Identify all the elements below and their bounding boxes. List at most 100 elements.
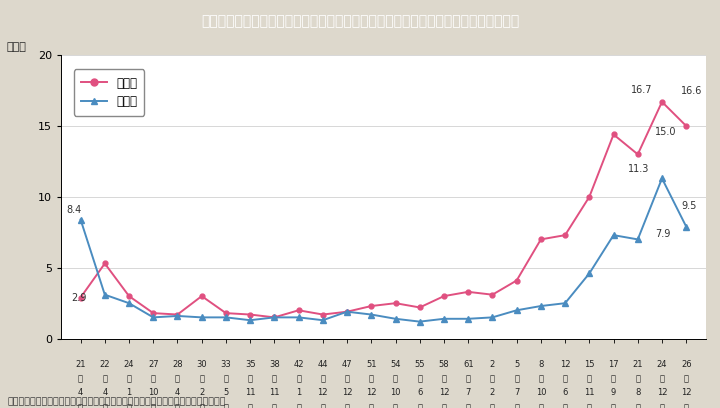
Text: 年: 年: [466, 374, 471, 383]
Text: 10: 10: [536, 388, 546, 397]
Text: 10: 10: [148, 388, 158, 397]
Text: 22: 22: [99, 360, 110, 369]
Text: 11: 11: [584, 388, 595, 397]
Text: 6: 6: [562, 388, 568, 397]
Text: 7: 7: [466, 388, 471, 397]
Text: 7: 7: [514, 388, 519, 397]
Text: 16.6: 16.6: [681, 86, 703, 96]
Text: 1: 1: [296, 388, 301, 397]
Text: 月: 月: [417, 404, 422, 408]
Text: 年: 年: [175, 374, 180, 383]
Text: 年: 年: [369, 374, 374, 383]
Text: 54: 54: [390, 360, 401, 369]
Text: 2: 2: [199, 388, 204, 397]
Text: 55: 55: [415, 360, 425, 369]
Text: 51: 51: [366, 360, 377, 369]
Text: 月: 月: [150, 404, 156, 408]
Text: Ｉ－１－１図　衆議院議員総選挙における候補者，当選者に占める女性の割合の推移: Ｉ－１－１図 衆議院議員総選挙における候補者，当選者に占める女性の割合の推移: [201, 14, 519, 29]
Text: 月: 月: [78, 404, 83, 408]
Text: 月: 月: [611, 404, 616, 408]
Text: 2: 2: [490, 360, 495, 369]
Text: 26: 26: [681, 360, 691, 369]
Text: 16.7: 16.7: [631, 85, 652, 95]
Text: 月: 月: [393, 404, 398, 408]
Text: 月: 月: [320, 404, 325, 408]
Text: 42: 42: [293, 360, 304, 369]
Text: 月: 月: [369, 404, 374, 408]
Text: 4: 4: [102, 388, 107, 397]
Text: 5: 5: [223, 388, 228, 397]
Text: 月: 月: [248, 404, 253, 408]
Text: 12: 12: [318, 388, 328, 397]
Text: 年: 年: [102, 374, 107, 383]
Text: 年: 年: [514, 374, 519, 383]
Text: 年: 年: [345, 374, 350, 383]
Text: 12: 12: [560, 360, 570, 369]
Text: 年: 年: [248, 374, 253, 383]
Text: 35: 35: [245, 360, 256, 369]
Text: 28: 28: [172, 360, 183, 369]
Text: 年: 年: [562, 374, 567, 383]
Text: 年: 年: [490, 374, 495, 383]
Text: 17: 17: [608, 360, 619, 369]
Text: 2.9: 2.9: [71, 293, 86, 303]
Text: 21: 21: [632, 360, 643, 369]
Text: 月: 月: [466, 404, 471, 408]
Text: 44: 44: [318, 360, 328, 369]
Text: 38: 38: [269, 360, 280, 369]
Text: 年: 年: [611, 374, 616, 383]
Text: 月: 月: [514, 404, 519, 408]
Text: 年: 年: [223, 374, 228, 383]
Text: 33: 33: [220, 360, 231, 369]
Text: 月: 月: [175, 404, 180, 408]
Text: 12: 12: [438, 388, 449, 397]
Text: （％）: （％）: [6, 42, 27, 52]
Text: 24: 24: [124, 360, 135, 369]
Text: 年: 年: [441, 374, 446, 383]
Text: 年: 年: [417, 374, 422, 383]
Text: 11: 11: [269, 388, 279, 397]
Text: 4: 4: [175, 388, 180, 397]
Text: 月: 月: [102, 404, 107, 408]
Text: 8.4: 8.4: [66, 205, 81, 215]
Text: 6: 6: [417, 388, 423, 397]
Text: 月: 月: [635, 404, 640, 408]
Text: （備考）総務省「衆議院議員総選挙・最高裁判所裁判官国民審査結果調」より作成。: （備考）総務省「衆議院議員総選挙・最高裁判所裁判官国民審査結果調」より作成。: [7, 397, 225, 406]
Text: 58: 58: [438, 360, 449, 369]
Text: 12: 12: [366, 388, 377, 397]
Text: 2: 2: [490, 388, 495, 397]
Text: 年: 年: [587, 374, 592, 383]
Text: 年: 年: [320, 374, 325, 383]
Text: 月: 月: [490, 404, 495, 408]
Text: 月: 月: [127, 404, 132, 408]
Text: 年: 年: [296, 374, 301, 383]
Text: 12: 12: [342, 388, 352, 397]
Text: 8: 8: [635, 388, 641, 397]
Text: 年: 年: [127, 374, 132, 383]
Text: 年: 年: [539, 374, 544, 383]
Text: 30: 30: [197, 360, 207, 369]
Text: 月: 月: [296, 404, 301, 408]
Text: 21: 21: [76, 360, 86, 369]
Text: 24: 24: [657, 360, 667, 369]
Text: 月: 月: [272, 404, 277, 408]
Text: 月: 月: [223, 404, 228, 408]
Text: 年: 年: [684, 374, 689, 383]
Text: 9: 9: [611, 388, 616, 397]
Text: 月: 月: [660, 404, 665, 408]
Text: 11.3: 11.3: [628, 164, 649, 174]
Legend: 候補者, 当選者: 候補者, 当選者: [73, 69, 144, 115]
Text: 年: 年: [393, 374, 398, 383]
Text: 9.5: 9.5: [681, 201, 697, 211]
Text: 年: 年: [272, 374, 277, 383]
Text: 年: 年: [199, 374, 204, 383]
Text: 月: 月: [587, 404, 592, 408]
Text: 月: 月: [345, 404, 350, 408]
Text: 12: 12: [681, 388, 691, 397]
Text: 8: 8: [538, 360, 544, 369]
Text: 月: 月: [539, 404, 544, 408]
Text: 5: 5: [514, 360, 519, 369]
Text: 12: 12: [657, 388, 667, 397]
Text: 10: 10: [390, 388, 401, 397]
Text: 年: 年: [635, 374, 640, 383]
